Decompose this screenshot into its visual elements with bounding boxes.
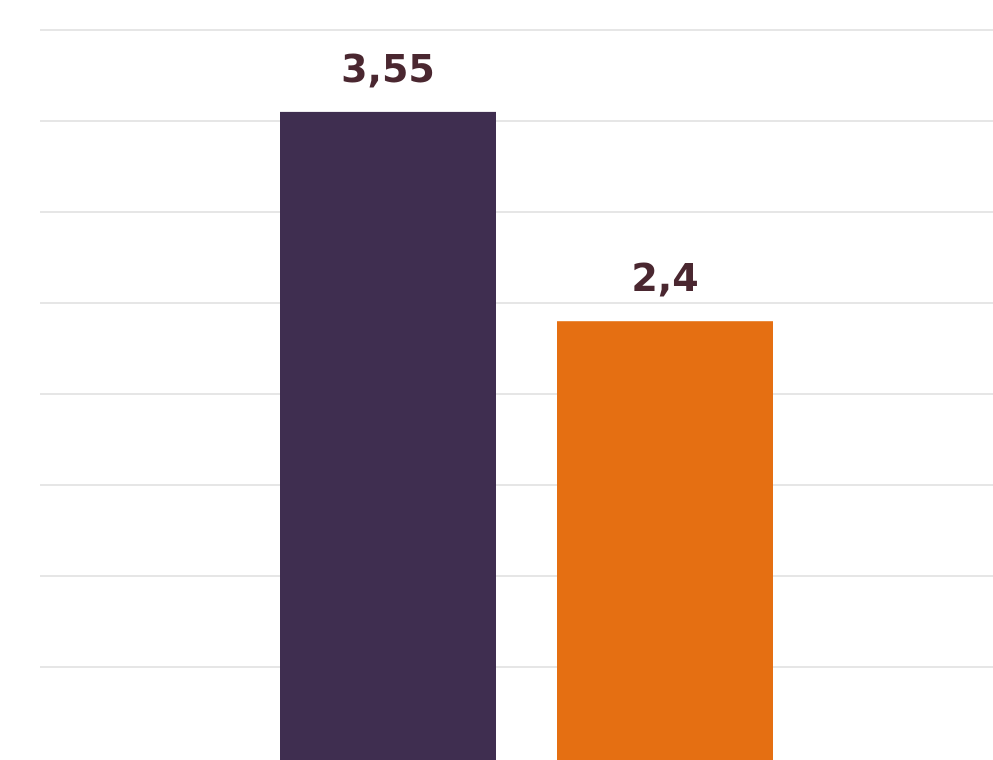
value-label-1: 3,55 [341,47,435,91]
value-label-2: 2,4 [631,256,698,300]
bars [280,111,773,760]
bar-1 [280,111,496,760]
data-labels: 3,55 2,4 [341,47,699,300]
gridlines [40,29,993,668]
bar-2 [557,321,773,760]
